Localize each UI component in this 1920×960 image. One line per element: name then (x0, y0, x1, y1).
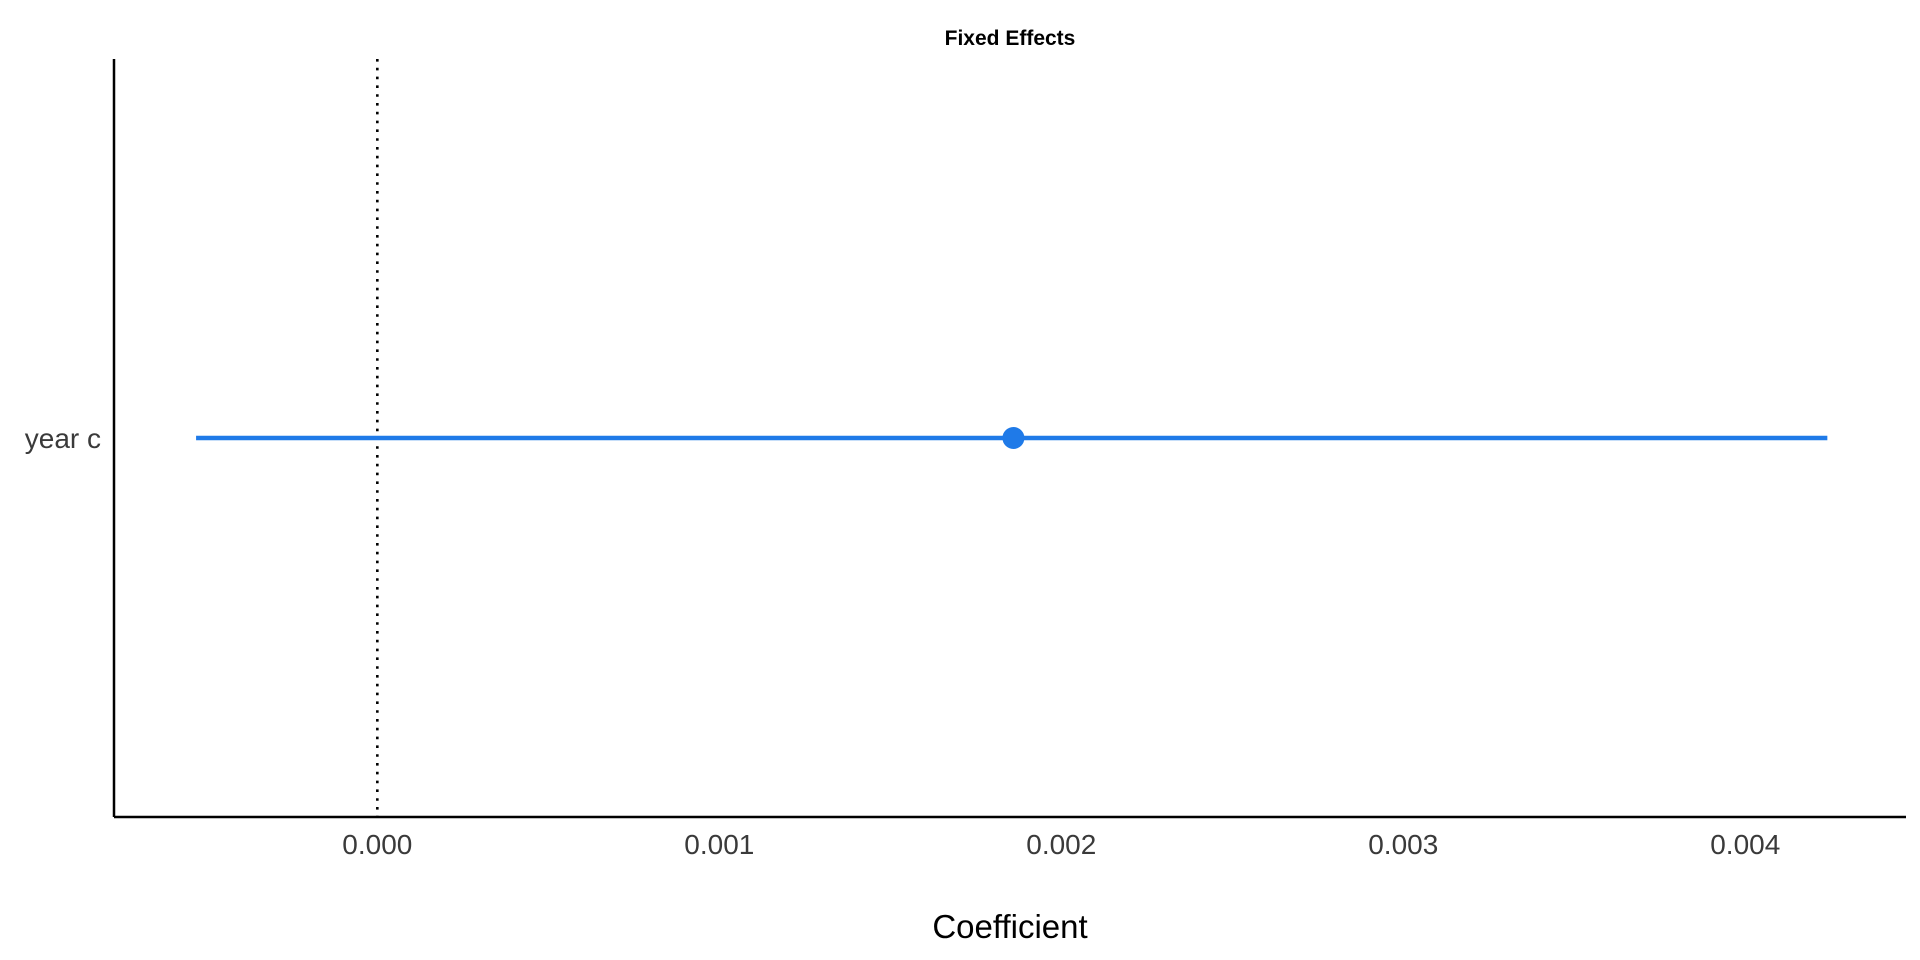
x-tick-label: 0.003 (1368, 829, 1438, 860)
chart-title: Fixed Effects (945, 27, 1076, 50)
x-axis-title: Coefficient (932, 908, 1087, 945)
x-tick-label: 0.002 (1026, 829, 1096, 860)
x-axis-ticks: 0.000 0.001 0.002 0.003 0.004 (342, 829, 1780, 860)
x-tick-label: 0.000 (342, 829, 412, 860)
x-tick-label: 0.001 (684, 829, 754, 860)
estimate-point (1002, 427, 1025, 449)
x-tick-label: 0.004 (1710, 829, 1780, 860)
y-axis-labels: year c (25, 423, 101, 454)
y-tick-label: year c (25, 423, 101, 454)
plot-area (196, 59, 1828, 817)
